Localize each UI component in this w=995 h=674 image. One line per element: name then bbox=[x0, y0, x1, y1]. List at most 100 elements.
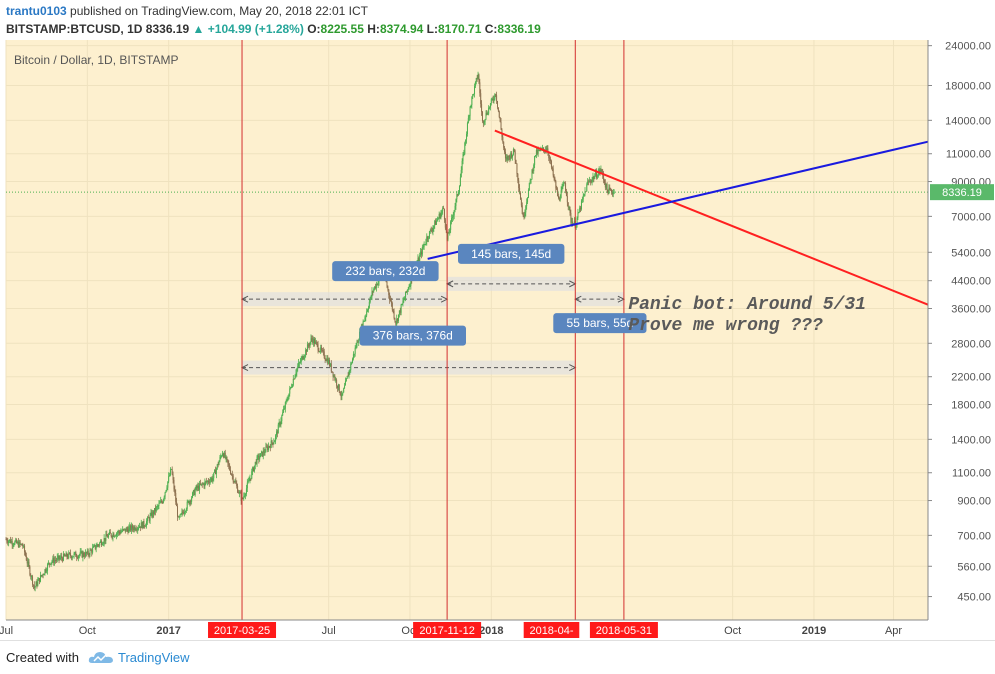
candle-body bbox=[192, 490, 194, 493]
candle-body bbox=[181, 511, 183, 514]
candle-body bbox=[462, 154, 464, 161]
candle-body bbox=[461, 160, 463, 171]
candle-body bbox=[52, 557, 54, 562]
candle-body bbox=[176, 506, 178, 517]
candle-body bbox=[302, 356, 304, 360]
price-tick-label: 3600.00 bbox=[951, 303, 991, 315]
candle-body bbox=[246, 482, 248, 489]
candle-body bbox=[600, 169, 602, 172]
candle-body bbox=[356, 341, 358, 347]
candle-body bbox=[60, 556, 62, 558]
range-label-box bbox=[457, 243, 565, 264]
candle-body bbox=[222, 453, 224, 456]
candle-body bbox=[150, 512, 152, 516]
candle-body bbox=[215, 469, 217, 475]
candle-body bbox=[408, 286, 410, 289]
open-label: O: bbox=[307, 22, 321, 36]
candle-body bbox=[104, 538, 106, 541]
candle-body bbox=[141, 522, 143, 529]
candle-body bbox=[368, 302, 370, 308]
resistance-trendline bbox=[494, 129, 929, 306]
candle-body bbox=[46, 570, 48, 572]
candle-body bbox=[480, 93, 482, 104]
candle-body bbox=[609, 187, 611, 190]
candle-body bbox=[137, 527, 139, 530]
candle-body bbox=[599, 169, 601, 172]
candle-body bbox=[32, 584, 34, 586]
candle-body bbox=[28, 561, 30, 567]
candle-body bbox=[43, 574, 45, 575]
candle-body bbox=[487, 113, 489, 115]
last-price: 8336.19 bbox=[145, 22, 190, 36]
candle-body bbox=[611, 192, 613, 195]
candle-body bbox=[443, 208, 445, 220]
candle-body bbox=[55, 560, 57, 561]
candle-body bbox=[298, 362, 300, 364]
candle-body bbox=[331, 371, 333, 373]
candle-body bbox=[300, 358, 302, 362]
candle-body bbox=[83, 552, 85, 556]
candle-body bbox=[192, 492, 194, 498]
candle-body bbox=[212, 478, 214, 481]
candle-body bbox=[519, 188, 521, 193]
tradingview-link[interactable]: TradingView bbox=[118, 650, 190, 665]
candle-body bbox=[199, 483, 201, 490]
candle-body bbox=[242, 498, 244, 500]
candle-body bbox=[183, 512, 185, 514]
candle-body bbox=[367, 307, 369, 310]
candle-body bbox=[434, 220, 436, 226]
time-tick-label: Oct bbox=[724, 625, 741, 637]
candle-body bbox=[10, 540, 12, 543]
candle-body bbox=[281, 415, 283, 421]
candle-body bbox=[135, 529, 137, 531]
price-chart[interactable]: 232 bars, 232d 145 bars, 145d 376 bars, 37… bbox=[0, 40, 995, 640]
candle-body bbox=[439, 214, 441, 219]
candle-body bbox=[526, 202, 528, 207]
candle-body bbox=[442, 208, 444, 212]
candle-body bbox=[611, 189, 613, 193]
candle-body bbox=[153, 511, 155, 515]
candle-body bbox=[70, 553, 72, 556]
candle-body bbox=[391, 303, 393, 310]
candle-body bbox=[374, 286, 376, 289]
candle-body bbox=[196, 485, 198, 489]
candle-body bbox=[105, 534, 107, 541]
candle-body bbox=[163, 496, 165, 500]
candle-body bbox=[289, 388, 291, 394]
candle-body bbox=[45, 569, 47, 572]
candle-body bbox=[129, 525, 131, 528]
candle-body bbox=[589, 180, 591, 182]
change-up-icon: ▲ bbox=[192, 22, 205, 36]
candle-body bbox=[515, 159, 517, 164]
candle-body bbox=[146, 521, 148, 526]
candle-body bbox=[144, 526, 146, 527]
candle-body bbox=[524, 212, 526, 217]
candle-body bbox=[218, 461, 220, 466]
range-labels: 232 bars, 232d 145 bars, 145d 376 bars, 37… bbox=[332, 243, 647, 346]
candle-body bbox=[133, 526, 135, 530]
candle-body bbox=[253, 467, 255, 472]
candle-body bbox=[482, 120, 484, 124]
candle-body bbox=[118, 531, 120, 533]
candle-body bbox=[154, 508, 156, 512]
candle-body bbox=[409, 285, 411, 287]
candle-body bbox=[549, 158, 551, 160]
candle-body bbox=[216, 464, 218, 469]
candle-body bbox=[550, 160, 552, 168]
candle-body bbox=[583, 194, 585, 196]
candle-body bbox=[159, 502, 161, 504]
tradingview-cloud-icon[interactable] bbox=[88, 649, 114, 665]
candle-body bbox=[51, 561, 53, 563]
candle-body bbox=[206, 481, 208, 482]
candle-body bbox=[503, 141, 505, 148]
trendlines[interactable] bbox=[427, 129, 929, 306]
author-link[interactable]: trantu0103 bbox=[6, 4, 67, 18]
candle-body bbox=[451, 218, 453, 222]
candle-body bbox=[67, 556, 69, 558]
candle-body bbox=[500, 121, 502, 130]
candle-body bbox=[161, 500, 163, 502]
candle-body bbox=[169, 469, 171, 476]
candle-body bbox=[575, 224, 577, 228]
candle-body bbox=[15, 539, 17, 542]
candle-body bbox=[47, 562, 49, 565]
